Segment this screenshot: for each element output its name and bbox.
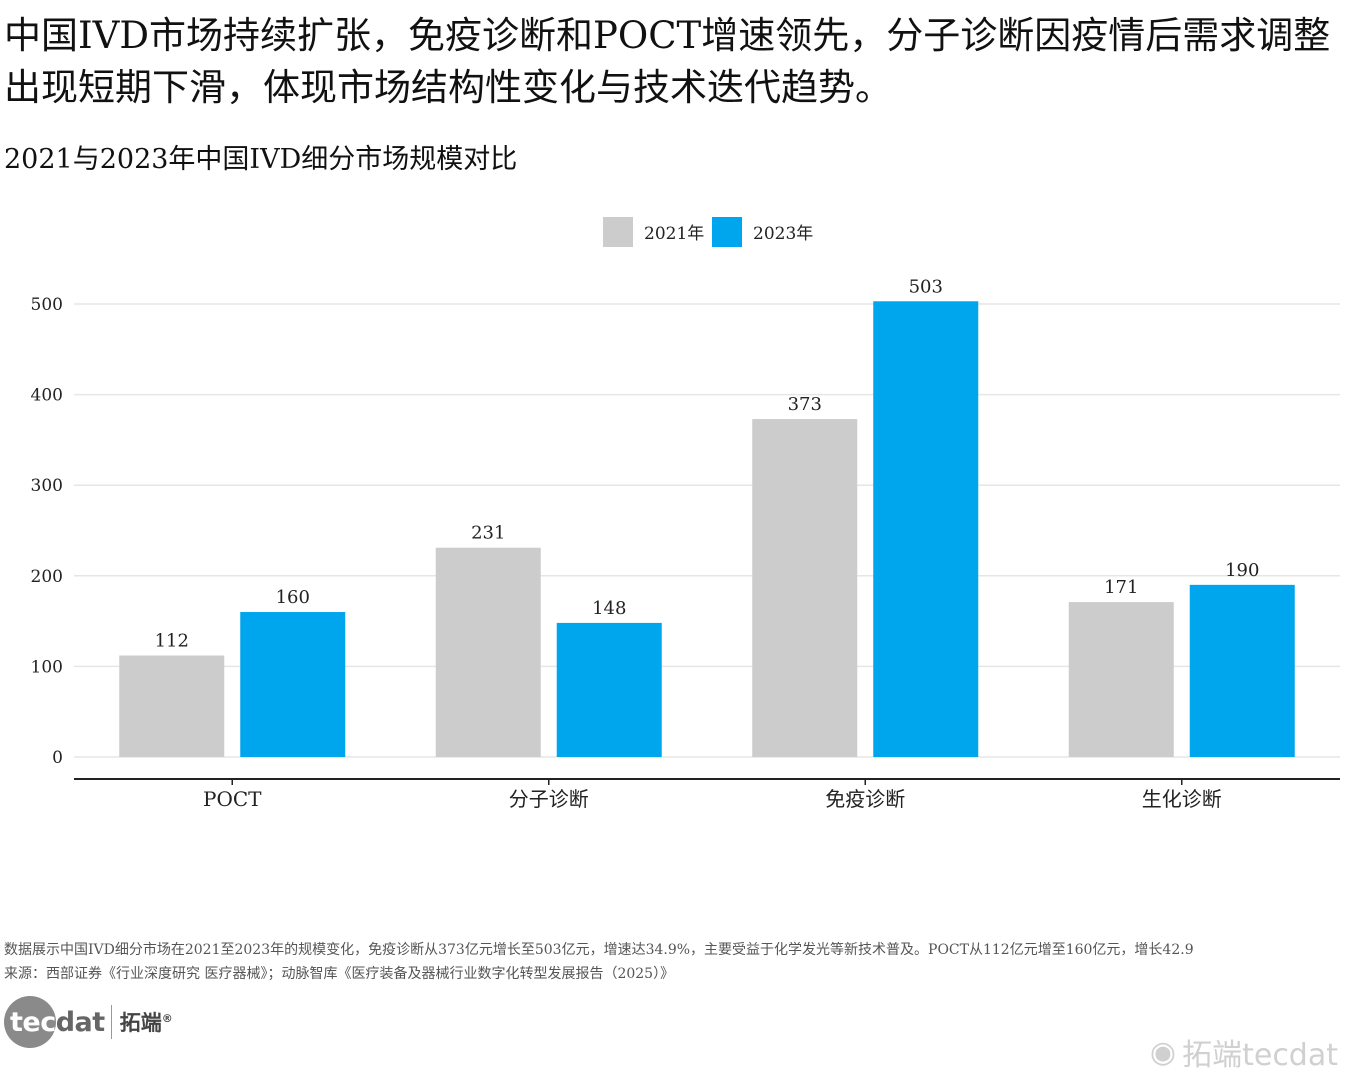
data-label-生化诊断-2023年: 190	[1225, 560, 1259, 581]
y-tick-label-500: 500	[31, 295, 63, 315]
weibo-icon: ◉	[1149, 1034, 1177, 1070]
watermark-text: 拓端tecdat	[1182, 1038, 1338, 1073]
y-tick-label-400: 400	[31, 386, 63, 406]
chart-legend: 2021年 2023年	[603, 217, 813, 247]
logo-wordmark: tecdat	[10, 1006, 105, 1038]
bar-分子诊断-2023年	[556, 622, 662, 757]
bar-免疫诊断-2023年	[873, 301, 979, 757]
data-label-免疫诊断-2021年: 373	[788, 394, 822, 415]
y-tick-label-200: 200	[31, 567, 63, 587]
bar-POCT-2023年	[240, 612, 346, 757]
y-axis-ticks: 0 100 200 300 400 500	[31, 295, 63, 768]
x-tick-label-生化诊断: 生化诊断	[1142, 787, 1222, 811]
x-tick-label-免疫诊断: 免疫诊断	[825, 787, 905, 811]
data-label-免疫诊断-2023年: 503	[909, 276, 943, 297]
bar-免疫诊断-2021年	[752, 419, 858, 757]
logo-circle	[4, 996, 56, 1048]
y-tick-label-100: 100	[31, 657, 63, 677]
chart-title: 2021与2023年中国IVD细分市场规模对比	[4, 144, 518, 175]
data-label-POCT-2023年: 160	[276, 587, 310, 608]
data-label-POCT-2021年: 112	[155, 631, 189, 652]
bar-生化诊断-2021年	[1068, 602, 1174, 757]
chart-headline: 中国IVD市场持续扩张，免疫诊断和POCT增速领先，分子诊断因疫情后需求调整出现…	[4, 14, 1331, 109]
legend-label-0: 2021年	[644, 224, 704, 244]
bar-POCT-2021年	[119, 655, 225, 757]
data-label-分子诊断-2021年: 231	[471, 523, 505, 544]
footnote: 数据展示中国IVD细分市场在2021至2023年的规模变化，免疫诊断从373亿元…	[4, 938, 1350, 986]
footnote-source: 来源：西部证券《行业深度研究 医疗器械》；动脉智库《医疗装备及器械行业数字化转型…	[4, 966, 675, 982]
y-tick-label-0: 0	[52, 748, 63, 768]
x-tick-label-POCT: POCT	[203, 787, 262, 811]
logo-chinese-name: 拓端®	[119, 1011, 173, 1035]
legend-swatch-1	[712, 217, 742, 247]
legend-swatch-0	[603, 217, 633, 247]
bar-生化诊断-2023年	[1189, 584, 1295, 757]
x-axis: POCT 分子诊断 免疫诊断 生化诊断	[74, 778, 1340, 811]
data-label-生化诊断-2021年: 171	[1104, 577, 1138, 598]
bar-分子诊断-2021年	[435, 547, 541, 757]
y-tick-label-300: 300	[31, 476, 63, 496]
brand-logo: tecdat 拓端®	[4, 996, 173, 1048]
legend-label-1: 2023年	[753, 224, 813, 244]
x-tick-label-分子诊断: 分子诊断	[509, 787, 589, 811]
bar-chart: 2021年 2023年 0 100 200 300 400 500 112 160 231 148…	[31, 217, 1340, 811]
data-label-分子诊断-2023年: 148	[592, 598, 626, 619]
watermark: ◉ 拓端tecdat	[1150, 1030, 1338, 1074]
logo-divider	[110, 1005, 112, 1039]
bars: 112 160 231 148 373 503 171 190	[119, 276, 1295, 757]
footnote-description: 数据展示中国IVD细分市场在2021至2023年的规模变化，免疫诊断从373亿元…	[4, 942, 1194, 958]
